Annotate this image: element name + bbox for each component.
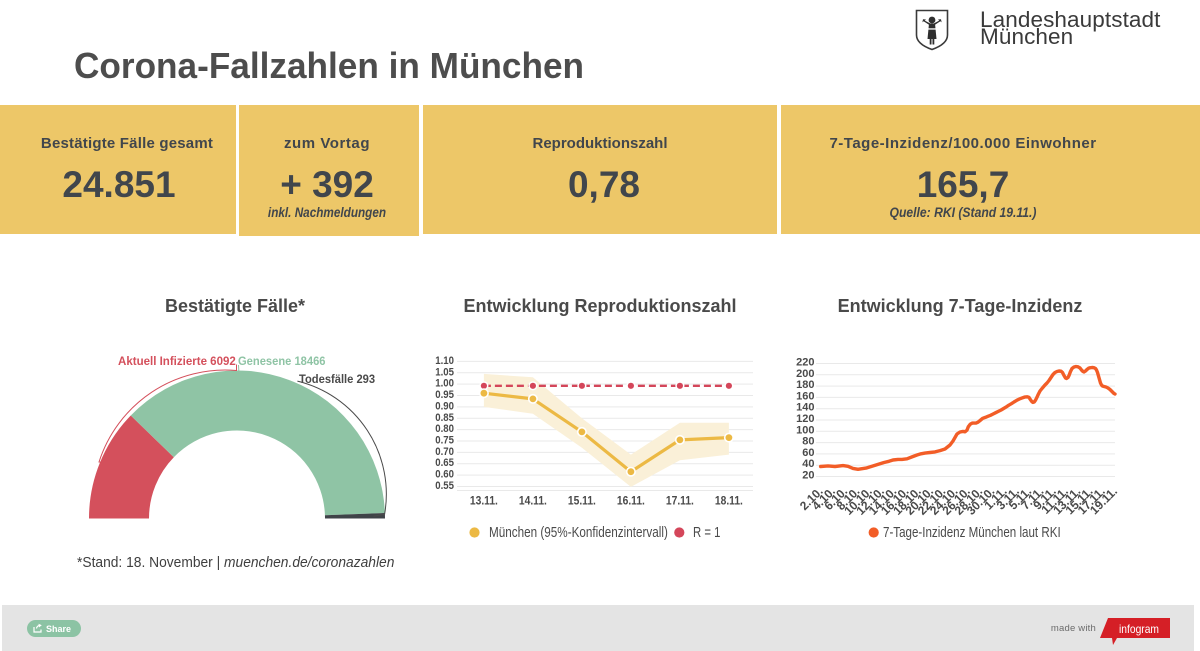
- svg-text:80: 80: [802, 436, 814, 448]
- svg-text:0.95: 0.95: [435, 389, 454, 401]
- svg-text:0.85: 0.85: [435, 412, 454, 424]
- svg-text:13.11.: 13.11.: [470, 494, 498, 508]
- svg-text:0.55: 0.55: [435, 480, 454, 492]
- svg-text:220: 220: [796, 357, 814, 369]
- svg-text:140: 140: [796, 402, 814, 414]
- svg-text:0.65: 0.65: [435, 457, 454, 469]
- svg-text:16.11.: 16.11.: [617, 494, 645, 508]
- svg-text:1.05: 1.05: [435, 366, 454, 378]
- svg-text:0.60: 0.60: [435, 469, 454, 481]
- svg-text:1.10: 1.10: [435, 355, 454, 367]
- svg-text:17.11.: 17.11.: [666, 494, 694, 508]
- svg-text:40: 40: [802, 458, 814, 470]
- svg-text:0.90: 0.90: [435, 400, 454, 412]
- svg-text:15.11.: 15.11.: [568, 494, 596, 508]
- svg-text:200: 200: [796, 368, 814, 380]
- svg-text:14.11.: 14.11.: [519, 494, 547, 508]
- svg-text:100: 100: [796, 424, 814, 436]
- svg-text:infogram: infogram: [1119, 622, 1159, 636]
- svg-text:20: 20: [802, 470, 814, 482]
- svg-text:18.11.: 18.11.: [715, 494, 743, 508]
- svg-text:120: 120: [796, 413, 814, 425]
- svg-text:180: 180: [796, 379, 814, 391]
- svg-text:0.70: 0.70: [435, 446, 454, 458]
- svg-text:0.80: 0.80: [435, 423, 454, 435]
- svg-text:60: 60: [802, 447, 814, 459]
- svg-text:160: 160: [796, 390, 814, 402]
- svg-text:1.00: 1.00: [435, 378, 454, 390]
- svg-text:0.75: 0.75: [435, 435, 454, 447]
